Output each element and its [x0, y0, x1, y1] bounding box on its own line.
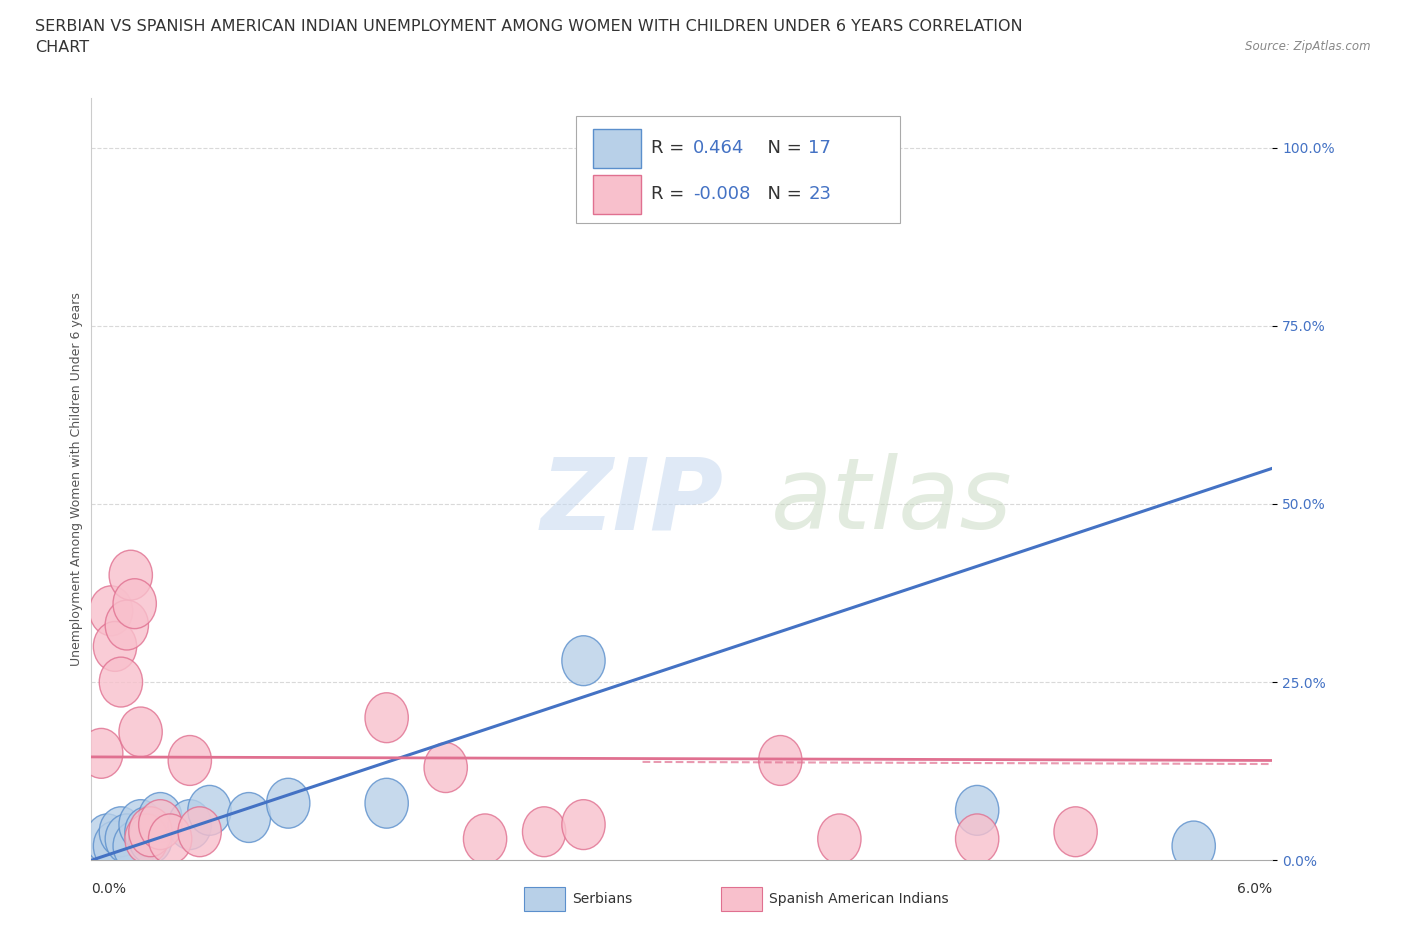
Text: R =: R = [651, 140, 690, 157]
Text: N =: N = [756, 185, 808, 203]
Ellipse shape [120, 707, 162, 757]
Ellipse shape [90, 586, 132, 636]
Ellipse shape [80, 728, 122, 778]
Text: 6.0%: 6.0% [1237, 882, 1272, 896]
Text: R =: R = [651, 185, 690, 203]
Text: SERBIAN VS SPANISH AMERICAN INDIAN UNEMPLOYMENT AMONG WOMEN WITH CHILDREN UNDER : SERBIAN VS SPANISH AMERICAN INDIAN UNEMP… [35, 19, 1022, 33]
Text: ZIP: ZIP [540, 453, 723, 551]
Ellipse shape [464, 814, 506, 864]
Ellipse shape [956, 814, 998, 864]
Ellipse shape [149, 814, 191, 864]
Text: N =: N = [756, 140, 808, 157]
Text: 0.464: 0.464 [693, 140, 745, 157]
Text: 17: 17 [808, 140, 831, 157]
Ellipse shape [228, 792, 270, 843]
Ellipse shape [100, 658, 142, 707]
Ellipse shape [93, 821, 136, 870]
Text: CHART: CHART [35, 40, 89, 55]
Ellipse shape [125, 814, 169, 864]
Text: Spanish American Indians: Spanish American Indians [769, 892, 949, 907]
Text: -0.008: -0.008 [693, 185, 751, 203]
Ellipse shape [129, 814, 172, 864]
Ellipse shape [110, 551, 152, 600]
Ellipse shape [759, 736, 801, 786]
Ellipse shape [366, 778, 408, 829]
Text: Serbians: Serbians [572, 892, 633, 907]
Ellipse shape [129, 807, 172, 857]
Ellipse shape [562, 800, 605, 850]
Text: atlas: atlas [770, 453, 1012, 551]
Ellipse shape [112, 578, 156, 629]
Ellipse shape [818, 814, 860, 864]
Ellipse shape [139, 800, 181, 850]
Ellipse shape [93, 621, 136, 671]
Y-axis label: Unemployment Among Women with Children Under 6 years: Unemployment Among Women with Children U… [70, 292, 83, 666]
Ellipse shape [1173, 821, 1215, 870]
Ellipse shape [169, 736, 211, 786]
Ellipse shape [169, 800, 211, 850]
Ellipse shape [267, 778, 309, 829]
Ellipse shape [562, 636, 605, 685]
Ellipse shape [120, 800, 162, 850]
Ellipse shape [1054, 807, 1097, 857]
Ellipse shape [112, 821, 156, 870]
Ellipse shape [366, 693, 408, 743]
Ellipse shape [956, 786, 998, 835]
Ellipse shape [139, 792, 181, 843]
Text: Source: ZipAtlas.com: Source: ZipAtlas.com [1246, 40, 1371, 53]
Ellipse shape [86, 814, 129, 864]
Text: 0.0%: 0.0% [91, 882, 127, 896]
Ellipse shape [188, 786, 231, 835]
Ellipse shape [125, 807, 169, 857]
Ellipse shape [105, 600, 149, 650]
Ellipse shape [179, 807, 221, 857]
Ellipse shape [425, 743, 467, 792]
Ellipse shape [100, 807, 142, 857]
Text: 23: 23 [808, 185, 831, 203]
Ellipse shape [523, 807, 565, 857]
Ellipse shape [105, 814, 149, 864]
